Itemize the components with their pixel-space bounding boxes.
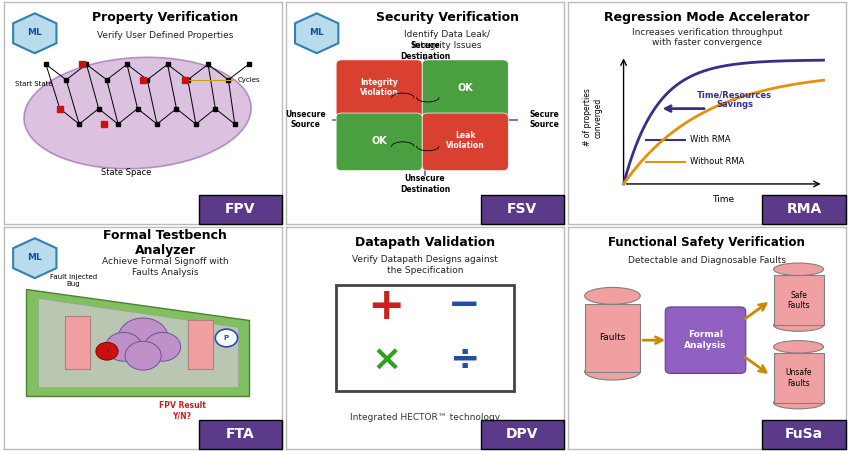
Text: Detectable and Diagnosable Faults: Detectable and Diagnosable Faults (628, 256, 786, 265)
Text: State Space: State Space (101, 168, 152, 177)
Text: ML: ML (27, 28, 42, 37)
Text: Without RMA: Without RMA (690, 157, 745, 166)
Text: FuSa: FuSa (785, 428, 823, 442)
Text: OK: OK (371, 136, 387, 146)
Text: Verify User Defined Properties: Verify User Defined Properties (97, 31, 234, 40)
FancyBboxPatch shape (336, 60, 422, 117)
Text: ML: ML (27, 253, 42, 262)
Text: RMA: RMA (786, 202, 822, 216)
FancyBboxPatch shape (666, 307, 745, 373)
Text: Faults: Faults (599, 333, 626, 342)
Text: Secure
Destination: Secure Destination (400, 41, 451, 61)
Text: Unsafe
Faults: Unsafe Faults (785, 368, 812, 387)
Text: Security Verification: Security Verification (376, 11, 518, 24)
Text: Regression Mode Accelerator: Regression Mode Accelerator (604, 11, 810, 24)
Text: Formal Testbench
Analyzer: Formal Testbench Analyzer (104, 229, 227, 257)
FancyBboxPatch shape (480, 420, 564, 449)
Text: FSV: FSV (507, 202, 537, 216)
Circle shape (215, 329, 237, 347)
FancyBboxPatch shape (336, 113, 422, 170)
Ellipse shape (774, 341, 824, 353)
Ellipse shape (774, 396, 824, 409)
Text: With RMA: With RMA (690, 135, 731, 144)
Ellipse shape (24, 57, 251, 169)
Text: ML: ML (309, 28, 324, 37)
Ellipse shape (774, 263, 824, 276)
Polygon shape (37, 298, 237, 387)
FancyBboxPatch shape (762, 420, 846, 449)
Text: Time: Time (712, 195, 734, 204)
Text: Start State: Start State (15, 82, 53, 87)
Text: Unsecure
Destination: Unsecure Destination (400, 174, 451, 193)
Text: Functional Safety Verification: Functional Safety Verification (609, 236, 805, 249)
Text: # of properties
converged: # of properties converged (583, 88, 603, 147)
Text: FTA: FTA (226, 428, 255, 442)
Text: P: P (224, 335, 229, 341)
FancyBboxPatch shape (199, 420, 282, 449)
Circle shape (105, 332, 142, 361)
FancyBboxPatch shape (480, 195, 564, 224)
Text: •: • (105, 349, 109, 354)
Circle shape (96, 342, 118, 360)
Ellipse shape (585, 287, 640, 304)
Circle shape (125, 341, 162, 370)
Text: Unsecure
Source: Unsecure Source (286, 110, 326, 129)
FancyBboxPatch shape (188, 320, 212, 369)
Ellipse shape (585, 363, 640, 380)
Text: Safe
Faults: Safe Faults (787, 290, 810, 310)
FancyBboxPatch shape (762, 195, 846, 224)
Text: Cycles: Cycles (237, 77, 260, 83)
Polygon shape (295, 14, 338, 53)
Text: DPV: DPV (506, 428, 538, 442)
Text: Secure
Source: Secure Source (530, 110, 559, 129)
Polygon shape (13, 14, 56, 53)
Circle shape (144, 332, 180, 361)
FancyBboxPatch shape (422, 113, 508, 170)
Text: Datapath Validation: Datapath Validation (355, 236, 495, 249)
Text: +: + (367, 285, 405, 328)
Text: Property Verification: Property Verification (92, 11, 239, 24)
FancyBboxPatch shape (199, 195, 282, 224)
Polygon shape (13, 238, 56, 278)
FancyBboxPatch shape (422, 60, 508, 117)
Text: FPV: FPV (225, 202, 256, 216)
Text: FPV Result
Y/N?: FPV Result Y/N? (159, 401, 206, 421)
Text: Achieve Formal Signoff with
Faults Analysis: Achieve Formal Signoff with Faults Analy… (102, 258, 229, 277)
FancyBboxPatch shape (774, 276, 824, 325)
Text: OK: OK (457, 83, 473, 92)
FancyBboxPatch shape (65, 316, 90, 369)
Text: Increases verification throughput
with faster convergence: Increases verification throughput with f… (632, 28, 782, 47)
Text: −: − (448, 286, 480, 324)
Ellipse shape (774, 319, 824, 331)
Text: Integrated HECTOR™ technology: Integrated HECTOR™ technology (350, 413, 500, 422)
Text: ×: × (371, 343, 401, 377)
FancyBboxPatch shape (585, 304, 640, 372)
Text: Leak
Violation: Leak Violation (446, 131, 484, 151)
Text: Verify Datapath Designs against
the Specification: Verify Datapath Designs against the Spec… (352, 255, 498, 275)
FancyBboxPatch shape (336, 285, 514, 391)
Text: Time/Resources
Savings: Time/Resources Savings (697, 90, 772, 110)
Text: Integrity
Violation: Integrity Violation (360, 78, 399, 97)
FancyBboxPatch shape (774, 353, 824, 403)
Polygon shape (26, 289, 249, 396)
Text: Identify Data Leak/
Integrity Issues: Identify Data Leak/ Integrity Issues (405, 30, 490, 50)
Text: Fault Injected
Bug: Fault Injected Bug (50, 274, 97, 287)
Text: Formal
Analysis: Formal Analysis (684, 331, 727, 350)
Circle shape (118, 318, 168, 358)
Text: ÷: ÷ (449, 343, 479, 377)
